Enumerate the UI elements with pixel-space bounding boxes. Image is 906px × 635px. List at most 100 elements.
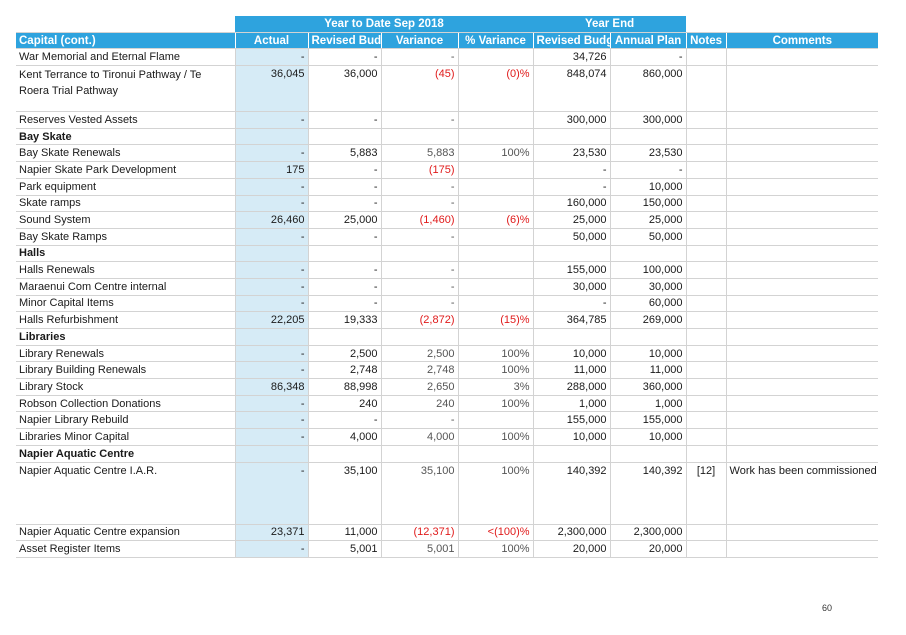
notes-cell [685,178,727,196]
revised-budget-cell: - [307,411,381,430]
annual-plan-cell: 860,000 [609,65,687,113]
ye-revised-budget-cell: 10,000 [532,345,611,363]
table-row: Halls Refurbishment 22,205 19,333 (2,872) (1… [16,311,879,329]
notes-cell [685,361,727,380]
row-description: War Memorial and Eternal Flame [16,48,235,67]
table-row: Sound System 26,460 25,000 (1,460) (6)% 25,00… [16,211,879,229]
pct-variance-cell: 100% [457,361,534,380]
col-comments: Comments [725,32,879,50]
ye-revised-budget-cell: 300,000 [532,111,611,129]
annual-plan-cell: 150,000 [609,195,687,213]
notes-cell: [12] [685,462,727,525]
notes-cell [685,111,727,129]
variance-cell: (45) [380,65,458,113]
annual-plan-cell: 20,000 [609,540,687,558]
comment-cell [725,211,879,229]
comment-cell [725,411,879,430]
pct-variance-cell [457,161,534,179]
section-row: Halls [16,245,879,263]
variance-cell: 5,001 [380,540,458,558]
table-row: Halls Renewals - - -155,000 100,000 [16,261,879,279]
notes-cell [685,278,727,296]
empty-cell [609,445,687,463]
empty-cell [457,128,534,146]
pct-variance-cell: <(100)% [457,524,534,542]
annual-plan-cell: 50,000 [609,228,687,246]
row-description: Bay Skate Ramps [16,228,235,246]
pct-variance-cell [457,111,534,129]
actual-cell [234,445,308,463]
ye-revised-budget-cell: 288,000 [532,378,611,396]
comment-cell [725,378,879,396]
variance-cell: 2,500 [380,345,458,363]
annual-plan-cell: 11,000 [609,361,687,380]
empty-cell [307,245,381,263]
annual-plan-cell: 140,392 [609,462,687,525]
column-header-row: Capital (cont.) Actual Revised Budget Va… [16,32,879,50]
section-label: Libraries [16,328,235,346]
actual-cell: - [234,228,308,246]
annual-plan-cell: - [609,161,687,179]
ye-revised-budget-cell: 155,000 [532,261,611,279]
table-row: Napier Aquatic Centre I.A.R. -35,100 35,10… [16,462,879,525]
comment-cell [725,195,879,213]
ye-revised-budget-cell: - [532,178,611,196]
revised-budget-cell: - [307,48,381,67]
revised-budget-cell: - [307,278,381,296]
revised-budget-cell: 11,000 [307,524,381,542]
row-description: Bay Skate Renewals [16,144,235,163]
actual-cell: 86,348 [234,378,308,396]
annual-plan-cell: 155,000 [609,411,687,430]
ye-revised-budget-cell: 50,000 [532,228,611,246]
annual-plan-cell: 2,300,000 [609,524,687,542]
notes-cell [685,144,727,163]
actual-cell: 26,460 [234,211,308,229]
table-row: Skate ramps - - -160,000 150,000 [16,195,879,213]
annual-plan-cell: 360,000 [609,378,687,396]
variance-cell: 4,000 [380,428,458,446]
pct-variance-cell [457,48,534,67]
actual-cell: - [234,361,308,380]
annual-plan-cell: - [609,48,687,67]
comment-cell [725,445,879,463]
variance-cell: 2,748 [380,361,458,380]
pct-variance-cell: 100% [457,540,534,558]
row-description: Minor Capital Items [16,295,235,313]
row-description: Napier Aquatic Centre expansion [16,524,235,542]
capital-table: Year to Date Sep 2018 Year End Capital (… [16,16,879,558]
empty-cell [609,328,687,346]
row-description: Maraenui Com Centre internal [16,278,235,296]
comment-cell [725,345,879,363]
comment-cell [725,395,879,413]
actual-cell: - [234,111,308,129]
comment-cell [725,245,879,263]
revised-budget-cell: 2,748 [307,361,381,380]
notes-cell [685,245,727,263]
table-row: Minor Capital Items - - - -60,000 [16,295,879,313]
section-row: Libraries [16,328,879,346]
empty-cell [609,128,687,146]
notes-cell [685,345,727,363]
revised-budget-cell: - [307,178,381,196]
empty-cell [457,445,534,463]
annual-plan-cell: 100,000 [609,261,687,279]
ye-revised-budget-cell: 23,530 [532,144,611,163]
comment-cell [725,540,879,558]
actual-cell: - [234,178,308,196]
comment-cell [725,261,879,279]
annual-plan-cell: 300,000 [609,111,687,129]
comment-cell [725,278,879,296]
revised-budget-cell: 2,500 [307,345,381,363]
page-number: 60 [822,603,833,613]
pct-variance-cell: 100% [457,428,534,446]
annual-plan-cell: 10,000 [609,345,687,363]
ye-revised-budget-cell: 10,000 [532,428,611,446]
table-row: War Memorial and Eternal Flame - - -34,726- [16,48,879,67]
ye-revised-budget-cell: 140,392 [532,462,611,525]
revised-budget-cell: - [307,261,381,279]
empty-cell [380,328,458,346]
pct-variance-cell [457,278,534,296]
pct-variance-cell [457,178,534,196]
annual-plan-cell: 23,530 [609,144,687,163]
row-description: Halls Renewals [16,261,235,279]
